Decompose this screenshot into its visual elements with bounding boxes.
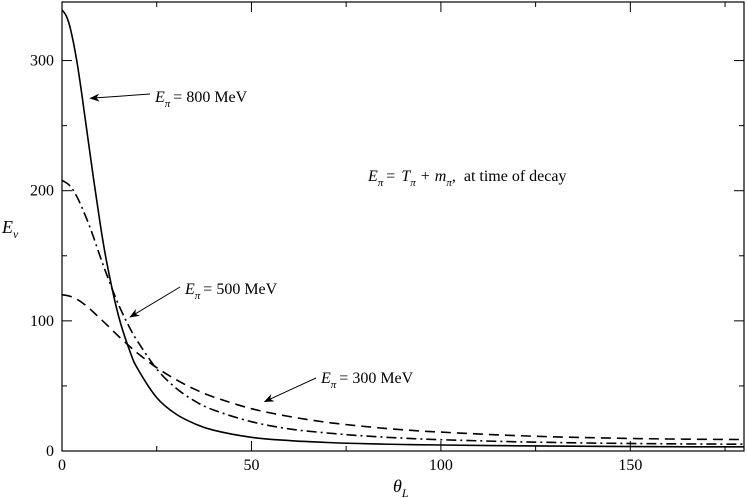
y-tick-label: 300: [30, 53, 54, 70]
x-tick-label: 0: [58, 457, 66, 474]
label-500-mev: Eπ = 500 MeV: [184, 281, 278, 302]
y-tick-label: 200: [30, 183, 54, 200]
arrow-800-mev: [89, 93, 151, 102]
decay-formula: Eπ = Tπ + mπ, at time of decay: [367, 168, 566, 189]
y-axis-label: Eν: [1, 217, 19, 241]
plot-frame: [61, 1, 745, 452]
label-300-mev: Eπ = 300 MeV: [320, 370, 414, 391]
arrow-500-mev: [129, 286, 181, 318]
x-tick-label: 50: [243, 457, 259, 474]
x-tick-label: 150: [618, 457, 642, 474]
axes: 0 50 100 150 0 100 200 300: [30, 1, 745, 474]
arrow-300-mev: [263, 377, 317, 402]
series-500-mev-line: [61, 179, 745, 445]
x-axis-label: θL: [393, 476, 409, 498]
series-group: [61, 9, 745, 448]
series-800-mev-line: [61, 9, 745, 448]
y-tick-label: 0: [46, 443, 54, 460]
series-300-mev-line: [61, 294, 745, 441]
annotations: [89, 93, 317, 402]
y-tick-label: 100: [30, 313, 54, 330]
x-tick-label: 100: [429, 457, 453, 474]
label-800-mev: Eπ = 800 MeV: [154, 89, 248, 110]
